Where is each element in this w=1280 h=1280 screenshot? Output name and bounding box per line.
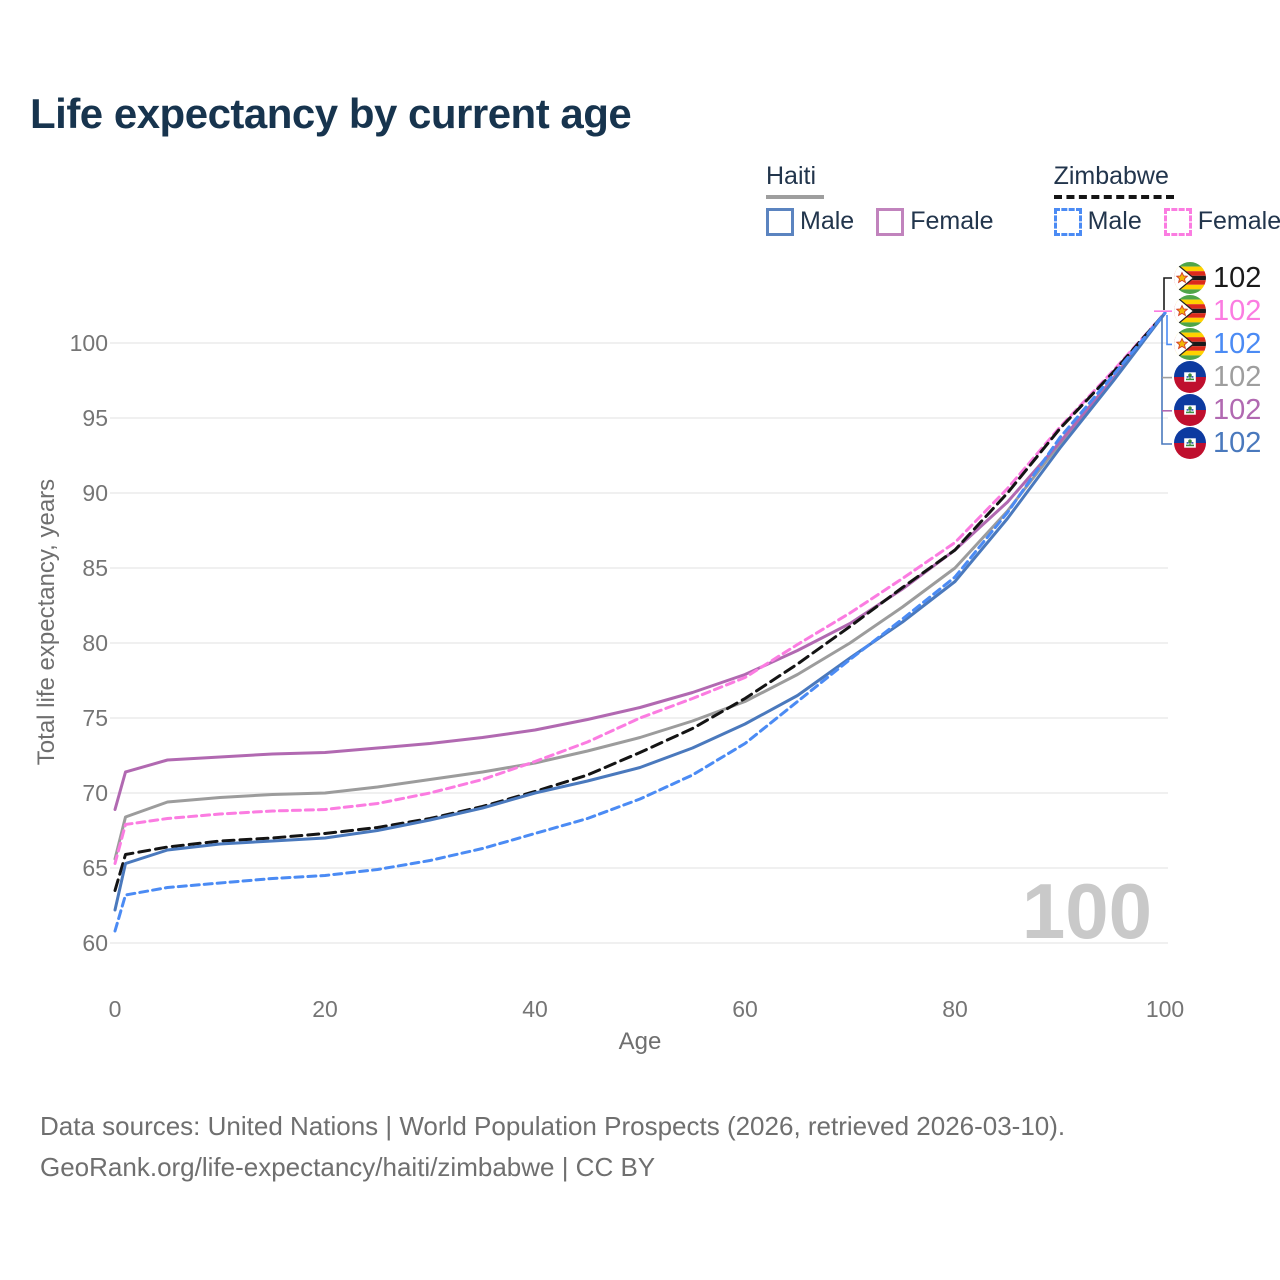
haiti-male-checkbox[interactable] <box>766 207 794 236</box>
end-label-value: 102 <box>1213 427 1262 459</box>
x-tick-40: 40 <box>522 996 548 1022</box>
legend-item-zimbabwe-male[interactable]: Male <box>1053 207 1142 236</box>
connector-zimbabwe-both <box>1163 277 1172 310</box>
y-tick-75: 75 <box>82 705 108 731</box>
footer-attribution-link: GeoRank.org/life-expectancy/haiti/zimbab… <box>40 1152 656 1182</box>
y-tick-80: 80 <box>82 630 108 656</box>
line-haiti-male <box>113 311 1167 912</box>
legend-label-zimbabwe-female: Female <box>1197 207 1280 235</box>
y-tick-70: 70 <box>82 780 108 806</box>
legend: Haiti Male Female Zimbabwe Male <box>766 162 1280 236</box>
x-tick-100: 100 <box>1145 996 1185 1022</box>
connector-zimbabwe-male <box>1166 315 1172 346</box>
end-label-row-5: 102 <box>1174 427 1261 459</box>
zimbabwe-line-style-sample <box>1053 195 1174 199</box>
line-haiti-both <box>113 311 1167 861</box>
zimbabwe-male-checkbox[interactable] <box>1053 207 1082 236</box>
legend-country-haiti: Haiti <box>766 162 817 190</box>
line-zimbabwe-both <box>113 311 1167 892</box>
legend-country-zimbabwe: Zimbabwe <box>1053 162 1169 190</box>
y-tick-100: 100 <box>69 330 108 356</box>
haiti-flag-icon <box>1174 427 1206 459</box>
end-label-value: 102 <box>1213 394 1262 426</box>
end-label-row-4: 102 <box>1174 394 1261 426</box>
end-label-row-3: 102 <box>1174 361 1261 393</box>
x-tick-80: 80 <box>942 996 968 1022</box>
legend-label-haiti-female: Female <box>910 207 994 235</box>
end-label-value: 102 <box>1213 361 1262 393</box>
x-tick-0: 0 <box>108 996 122 1022</box>
zimbabwe-flag-icon <box>1174 262 1206 294</box>
legend-group-zimbabwe: Zimbabwe Male Female <box>1053 162 1280 236</box>
series-end-labels: 102 102 102 <box>1174 262 1261 459</box>
y-tick-60: 60 <box>82 930 108 956</box>
footer-data-sources: Data sources: United Nations | World Pop… <box>40 1111 1066 1141</box>
end-label-value: 102 <box>1213 262 1262 294</box>
y-tick-85: 85 <box>82 555 108 581</box>
haiti-flag-icon <box>1174 394 1206 426</box>
zimbabwe-female-checkbox[interactable] <box>1163 207 1192 236</box>
line-zimbabwe-female <box>113 311 1167 865</box>
zimbabwe-flag-icon <box>1174 328 1206 360</box>
haiti-female-checkbox[interactable] <box>876 207 905 236</box>
haiti-flag-icon <box>1174 361 1206 393</box>
y-tick-90: 90 <box>82 480 108 506</box>
x-axis-title: Age <box>618 1028 662 1055</box>
x-tick-20: 20 <box>312 996 338 1022</box>
x-tick-60: 60 <box>732 996 758 1022</box>
haiti-line-style-sample <box>766 195 824 199</box>
connector-haiti-male <box>1161 316 1172 445</box>
page-title: Life expectancy by current age <box>30 90 632 137</box>
y-tick-65: 65 <box>82 855 108 881</box>
legend-label-haiti-male: Male <box>800 207 855 235</box>
zimbabwe-flag-icon <box>1174 295 1206 327</box>
y-tick-95: 95 <box>82 405 108 431</box>
legend-item-zimbabwe-female[interactable]: Female <box>1163 207 1280 236</box>
legend-item-haiti-male[interactable]: Male <box>766 207 854 236</box>
end-label-value: 102 <box>1213 328 1262 360</box>
end-label-row-0: 102 <box>1174 262 1261 294</box>
age-watermark: 100 <box>1021 867 1152 955</box>
legend-group-haiti: Haiti Male Female <box>766 162 994 236</box>
end-label-value: 102 <box>1213 295 1262 327</box>
legend-label-zimbabwe-male: Male <box>1087 207 1142 235</box>
end-label-row-1: 102 <box>1174 295 1261 327</box>
legend-item-haiti-female[interactable]: Female <box>876 207 994 236</box>
line-haiti-female <box>113 311 1167 811</box>
line-zimbabwe-male <box>113 311 1167 933</box>
footer: Data sources: United Nations | World Pop… <box>40 1106 1065 1188</box>
end-label-row-2: 102 <box>1174 328 1261 360</box>
y-axis-title: Total life expectancy, years <box>33 478 60 766</box>
